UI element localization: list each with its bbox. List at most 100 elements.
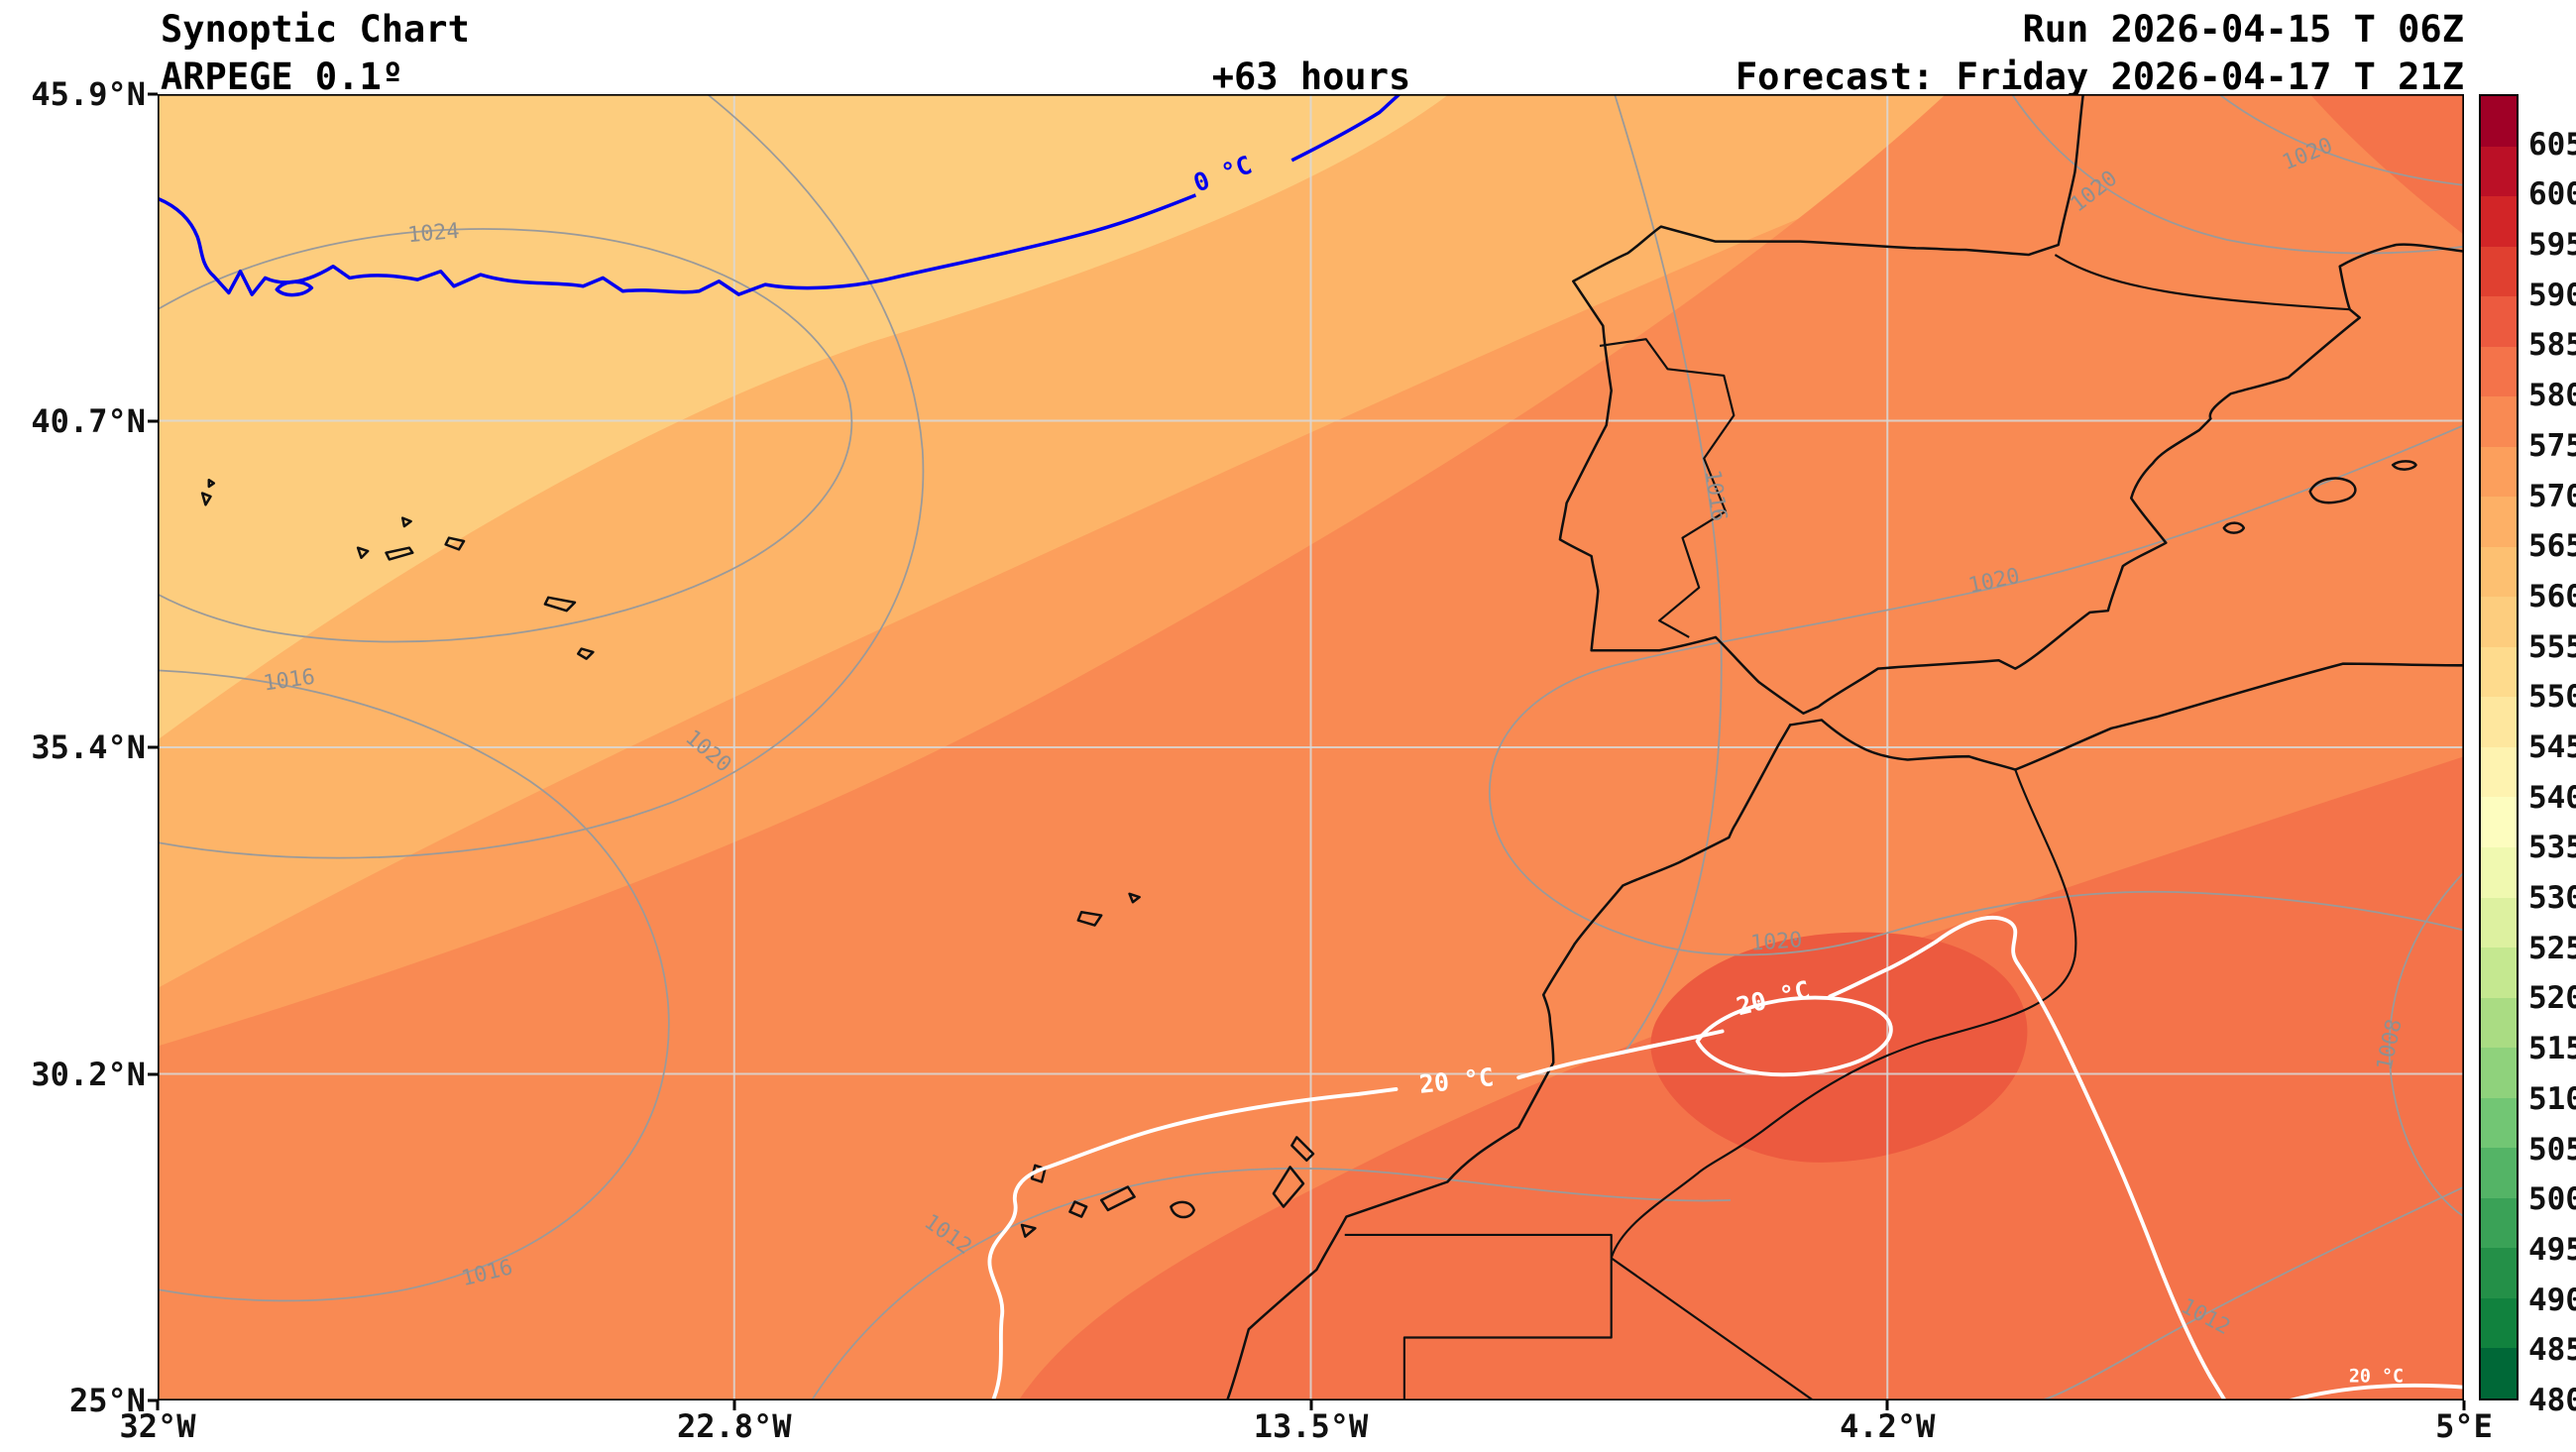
isobar-1020 bbox=[158, 94, 925, 859]
island-tenerife bbox=[1099, 1185, 1136, 1212]
colorbar-tick-label: 520 bbox=[2528, 980, 2576, 1017]
colorbar-segment bbox=[2481, 96, 2517, 147]
colorbar-tick-label: 585 bbox=[2528, 327, 2576, 364]
x-tick-label: 22.8°W bbox=[676, 1407, 792, 1445]
colorbar-tick-label: 560 bbox=[2528, 578, 2576, 614]
island-el-hierro bbox=[1020, 1223, 1037, 1238]
y-tick-mark bbox=[148, 92, 158, 96]
island-lanzarote bbox=[1290, 1136, 1315, 1163]
colorbar-tick-label: 515 bbox=[2528, 1031, 2576, 1067]
x-tick-mark bbox=[732, 1400, 736, 1410]
colorbar-segment bbox=[2481, 1248, 2517, 1298]
x-tick-label: 13.5°W bbox=[1253, 1407, 1369, 1445]
isotherm-0c bbox=[158, 94, 1401, 297]
map-plot: 1024 1020 1016 1016 1012 1016 1020 1020 … bbox=[158, 94, 2464, 1400]
fill-band-light1 bbox=[158, 94, 1449, 740]
isotherm-0c-line bbox=[158, 193, 1197, 296]
colorbar-segment bbox=[2481, 146, 2517, 197]
colorbar-tick-label: 500 bbox=[2528, 1181, 2576, 1218]
colorbar-segment bbox=[2481, 1348, 2517, 1398]
isobar-1024 bbox=[158, 228, 853, 643]
colorbar-segment bbox=[2481, 1097, 2517, 1149]
colorbar-tick-label: 565 bbox=[2528, 528, 2576, 565]
x-tick-label: 5°E bbox=[2435, 1407, 2493, 1445]
colorbar-tick-label: 480 bbox=[2528, 1383, 2576, 1418]
colorbar-tick-label: 600 bbox=[2528, 176, 2576, 213]
colorbar-tick-label: 590 bbox=[2528, 277, 2576, 313]
colorbar-tick-label: 580 bbox=[2528, 378, 2576, 414]
colorbar-tick-label: 540 bbox=[2528, 779, 2576, 816]
colorbar-tick-label: 525 bbox=[2528, 930, 2576, 966]
isobar-1020-ne2 bbox=[2011, 94, 2464, 255]
colorbar-segment bbox=[2481, 1297, 2517, 1349]
y-tick-label: 25°N bbox=[68, 1382, 146, 1419]
colorbar-tick-label: 575 bbox=[2528, 427, 2576, 464]
colorbar-segment bbox=[2481, 196, 2517, 247]
colorbar-segment bbox=[2481, 948, 2517, 998]
y-tick-label: 30.2°N bbox=[31, 1055, 146, 1093]
isobar-1008 bbox=[2388, 871, 2464, 1218]
x-tick-mark bbox=[1885, 1400, 1889, 1410]
colorbar-segment bbox=[2481, 296, 2517, 347]
page-title: Synoptic Chart bbox=[161, 8, 470, 51]
colorbar-segment bbox=[2481, 997, 2517, 1049]
island-flores bbox=[200, 492, 212, 506]
colorbar-segment bbox=[2481, 246, 2517, 297]
colorbar-tick-label: 605 bbox=[2528, 126, 2576, 163]
island-sao-miguel bbox=[543, 596, 577, 613]
island-ibiza bbox=[2222, 521, 2246, 534]
y-tick-label: 45.9°N bbox=[31, 75, 146, 113]
x-tick-label: 32°W bbox=[119, 1407, 196, 1445]
lead-time-label: +63 hours bbox=[1211, 56, 1411, 98]
colorbar-segment bbox=[2481, 646, 2517, 698]
island-pico-sao-jorge bbox=[385, 546, 414, 561]
coastline-iberia-france bbox=[1558, 94, 2464, 716]
island-menorca bbox=[2391, 460, 2417, 471]
isotherm-20c-label: 20 °C bbox=[2349, 1367, 2404, 1388]
y-tick-mark bbox=[148, 1398, 158, 1402]
colorbar-segment bbox=[2481, 346, 2517, 397]
colorbar-tick-label: 505 bbox=[2528, 1131, 2576, 1168]
map-canvas: 1024 1020 1016 1016 1012 1016 1020 1020 … bbox=[158, 94, 2464, 1400]
colorbar-tick-label: 510 bbox=[2528, 1080, 2576, 1117]
colorbar-segment bbox=[2481, 697, 2517, 747]
isotherm-20c-line bbox=[2288, 1383, 2464, 1400]
coastline-africa-atlantic bbox=[1225, 724, 1792, 1400]
colorbar-segment bbox=[2481, 846, 2517, 898]
colorbar-segment bbox=[2481, 897, 2517, 949]
border-western-sahara bbox=[1344, 1233, 1613, 1259]
isotherm-20c-line bbox=[1516, 1029, 1725, 1080]
x-tick-label: 4.2°W bbox=[1840, 1407, 1936, 1445]
colorbar-segment bbox=[2481, 597, 2517, 647]
colorbar-tick-label: 485 bbox=[2528, 1332, 2576, 1369]
colorbar-segment bbox=[2481, 1197, 2517, 1249]
isobar-1012 bbox=[811, 1168, 1732, 1400]
isobar-1020-east bbox=[1488, 424, 2464, 956]
isobar-1012-se bbox=[2037, 1185, 2464, 1400]
isotherm-0c-loop bbox=[275, 279, 314, 297]
colorbar-tick-label: 545 bbox=[2528, 729, 2576, 765]
colorbar-segment bbox=[2481, 797, 2517, 847]
island-porto-santo bbox=[1128, 892, 1141, 904]
colorbar-segment bbox=[2481, 497, 2517, 547]
fill-band-dark2-corner bbox=[2309, 94, 2464, 235]
border-portugal-spain bbox=[1599, 338, 1736, 638]
isotherm-0c-line bbox=[1290, 94, 1401, 163]
island-corvo bbox=[207, 478, 216, 489]
isobar-label: 1020 bbox=[1749, 928, 1803, 956]
island-santa-maria bbox=[577, 647, 595, 660]
colorbar-tick-label: 555 bbox=[2528, 628, 2576, 665]
island-faial bbox=[356, 546, 370, 559]
colorbar-tick-label: 570 bbox=[2528, 478, 2576, 514]
colorbar-tick-label: 495 bbox=[2528, 1231, 2576, 1268]
colorbar-segment bbox=[2481, 446, 2517, 498]
colorbar-segment bbox=[2481, 746, 2517, 798]
colorbar-segment bbox=[2481, 1148, 2517, 1198]
isobar-label: 1024 bbox=[406, 219, 460, 248]
colorbar-tick-label: 595 bbox=[2528, 227, 2576, 264]
run-label: Run 2026-04-15 T 06Z bbox=[2022, 8, 2464, 51]
border-pyrenees bbox=[2054, 254, 2350, 311]
model-label: ARPEGE 0.1º bbox=[161, 56, 404, 98]
colorbar-segment bbox=[2481, 396, 2517, 447]
